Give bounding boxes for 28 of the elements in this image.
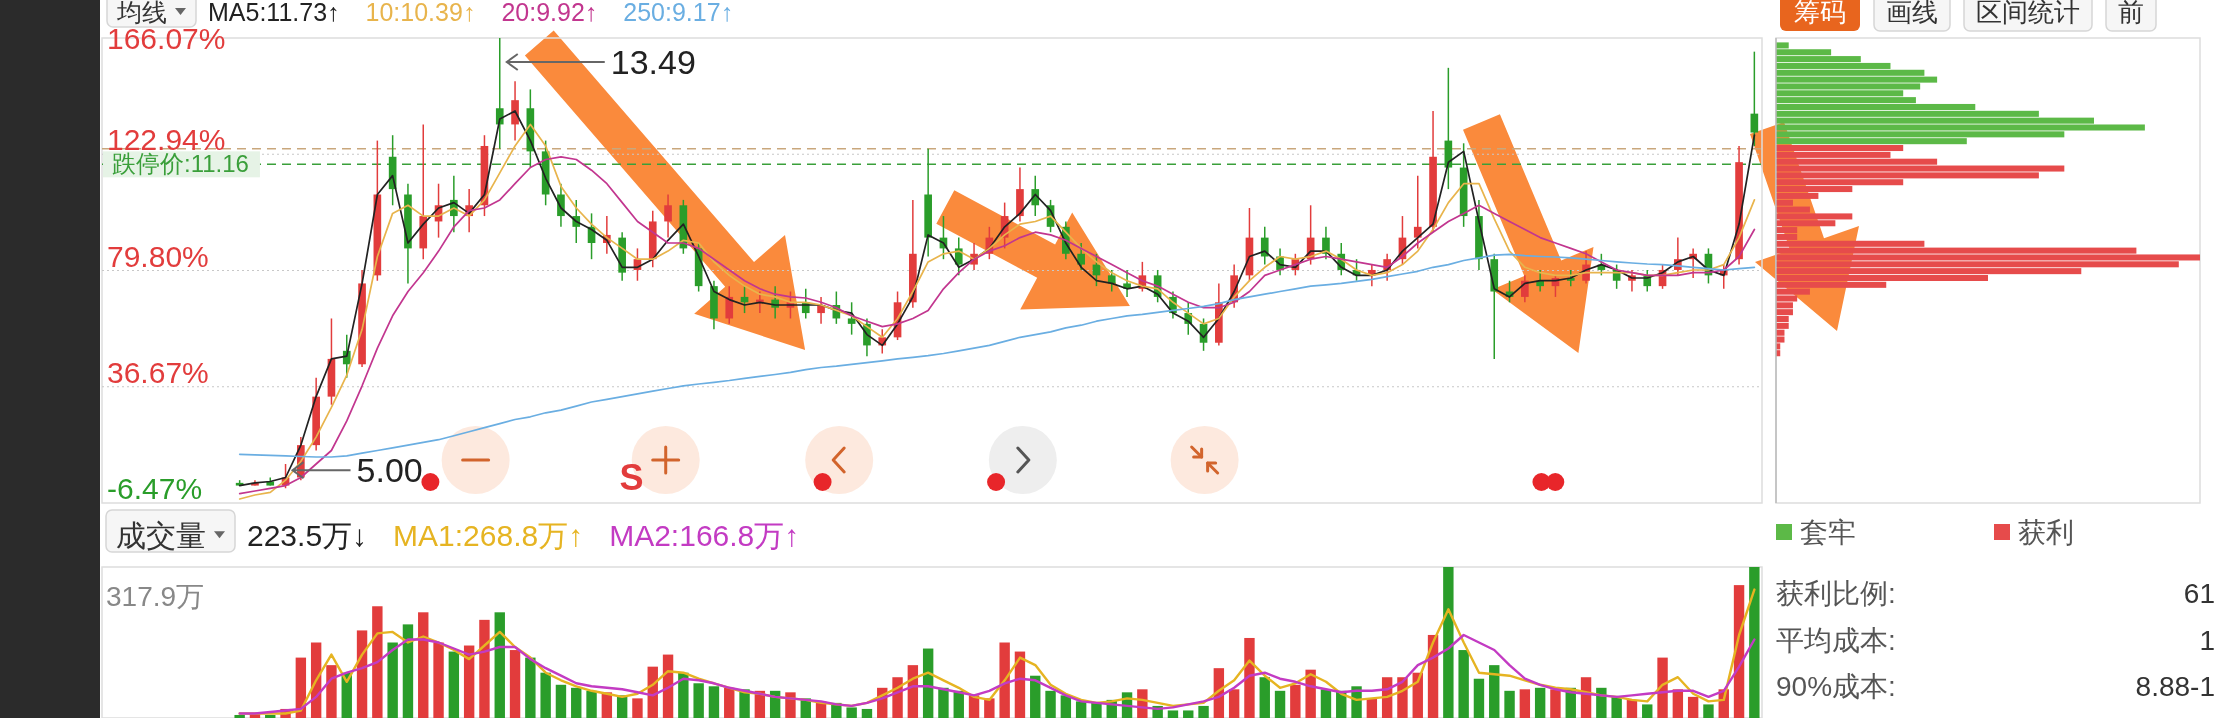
- text: 前: [2118, 0, 2144, 27]
- text: MA5:11.73↑: [208, 0, 340, 26]
- text: 317.9万: [106, 581, 205, 612]
- annotation: 5.00: [356, 451, 423, 490]
- annotation: S: [619, 457, 644, 498]
- text: 8.88-1: [2135, 671, 2215, 702]
- text: 10:10.39↑: [365, 0, 476, 26]
- annotation: 13.49: [610, 43, 696, 81]
- text: 250:9.17↑: [623, 0, 734, 26]
- y-tick-label: 79.80%: [107, 239, 209, 273]
- y-tick-label: 36.67%: [107, 355, 209, 389]
- text: 画线: [1886, 0, 1938, 27]
- legend-label: 获利: [2018, 517, 2074, 548]
- text: 1: [2199, 624, 2215, 656]
- text: MA1:268.8万↑: [393, 519, 584, 552]
- text: 20:9.92↑: [501, 0, 598, 26]
- text: 区间统计: [1976, 0, 2080, 27]
- legend-label: 套牢: [1800, 517, 1856, 548]
- y-tick-label: -6.47%: [107, 472, 203, 505]
- legend-title: 均线: [116, 0, 167, 26]
- legend-title: 成交量: [116, 519, 206, 552]
- text: 90%成本:: [1776, 671, 1896, 702]
- text: 61: [2183, 578, 2215, 609]
- chart-subtitle: 223.5万↓: [247, 519, 368, 552]
- chart-title: 筹码: [1794, 0, 1846, 27]
- text: 获利比例:: [1776, 578, 1896, 609]
- text: 平均成本:: [1776, 624, 1896, 656]
- text: MA2:166.8万↑: [609, 519, 800, 552]
